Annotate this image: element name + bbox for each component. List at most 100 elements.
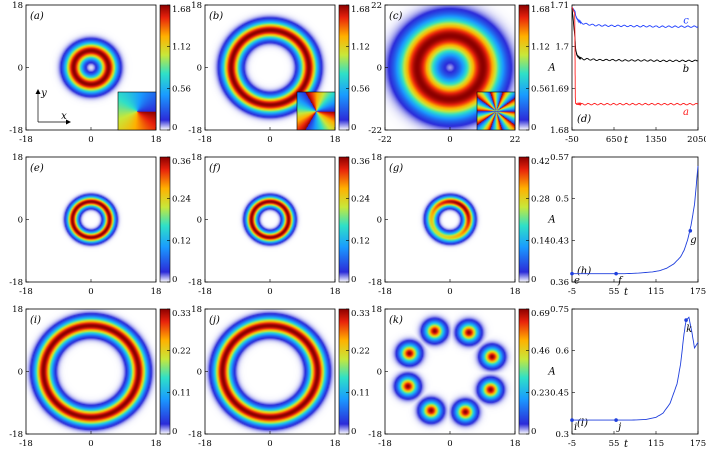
colorbar: [338, 4, 350, 131]
panel-label: (e): [30, 163, 44, 174]
point-label: i: [574, 422, 577, 433]
series-line: [571, 6, 699, 28]
plot-frame: [571, 308, 699, 435]
panel-label: (j): [209, 315, 220, 326]
y-tick-label: 0.57: [550, 153, 569, 163]
panel-label: (a): [30, 11, 44, 22]
data-point: [688, 229, 693, 233]
colorbar: [159, 4, 171, 131]
y-tick-label: -18: [188, 126, 202, 136]
point-label: g: [690, 235, 696, 246]
colorbar-tick-label: 0: [531, 123, 536, 133]
panel-label: (b): [209, 11, 223, 22]
series-label: c: [683, 16, 689, 27]
x-axis-label: t: [624, 439, 629, 450]
x-tick-label: 0: [88, 439, 93, 449]
x-tick-label: 0: [88, 135, 93, 145]
y-tick-label: -18: [368, 278, 382, 288]
x-axis-label: t: [624, 287, 629, 298]
colorbar-tick-label: 0.12: [351, 236, 370, 246]
point-label: k: [686, 324, 692, 335]
x-tick-label: -18: [198, 287, 212, 297]
y-tick-label: 18: [12, 305, 23, 315]
data-point: [684, 318, 688, 322]
colorbar-tick-label: 0.12: [172, 236, 191, 246]
x-tick-label: 18: [151, 287, 162, 297]
panel-label: (d): [577, 114, 591, 125]
density-map: [385, 309, 515, 434]
y-arrow-head: [35, 89, 41, 94]
y-tick-label: 1.7: [555, 43, 569, 53]
panel-f: -18 0 18 18 0 -18 (f) 0.36 0.24 0.12 0: [188, 153, 370, 297]
x-tick-label: 2050: [687, 135, 706, 145]
x-tick-label: -18: [378, 439, 392, 449]
colorbar-tick-label: 0: [172, 123, 177, 133]
colorbar-tick-label: 0.24: [172, 195, 191, 205]
y-tick-label: 0: [18, 216, 23, 226]
panel-label: (c): [389, 11, 403, 22]
panel-l: -5 55 115 175 0.75 0.6 0.45 0.3 t A (l)i j k: [547, 305, 706, 450]
x-tick-label: 55: [609, 287, 620, 297]
x-tick-label: 0: [267, 135, 272, 145]
x-tick-label: -22: [378, 135, 392, 145]
panel-e: -18 0 18 18 0 -18 (e) 0.36 0.24 0.12 0: [9, 153, 191, 297]
colorbar-tick-label: 0.23: [531, 388, 550, 398]
panel-b: -18 0 18 18 0 -18 (b) 1.68 1.12 0.56 0: [188, 1, 370, 145]
colorbar-tick-label: 0.56: [351, 84, 370, 94]
panel-i: -18 0 18 18 0 -18 (i) 0.33 0.22 0.11 0: [9, 305, 191, 449]
x-tick-label: 115: [648, 287, 664, 297]
y-tick-label: 18: [371, 305, 382, 315]
panel-j: -18 0 18 18 0 -18 (j) 0.33 0.22 0.11 0: [188, 305, 370, 449]
x-tick-label: -5: [568, 287, 576, 297]
colorbar-tick-label: 1.12: [351, 43, 370, 53]
x-tick-label: 55: [609, 439, 620, 449]
y-tick-label: -18: [188, 278, 202, 288]
y-tick-label: 0: [377, 368, 382, 378]
colorbar-tick-label: 0.42: [531, 157, 550, 167]
y-tick-label: 1.68: [550, 126, 569, 136]
colorbar-tick-label: 0.36: [172, 157, 191, 167]
panel-label: (h): [577, 266, 591, 277]
y-tick-label: 18: [191, 1, 202, 11]
panel-label: (l): [577, 418, 588, 429]
x-tick-label: 18: [151, 439, 162, 449]
x-tick-label: 0: [267, 439, 272, 449]
panel-label: (f): [209, 163, 221, 174]
x-tick-label: -18: [19, 287, 33, 297]
y-tick-label: 18: [371, 153, 382, 163]
colorbar-tick-label: 0.14: [531, 236, 550, 246]
colorbar: [518, 156, 530, 283]
series-line: [572, 165, 699, 275]
x-tick-label: -18: [19, 439, 33, 449]
colorbar: [338, 308, 350, 435]
y-tick-label: -18: [368, 430, 382, 440]
density-map: [26, 309, 156, 434]
y-tick-label: 18: [191, 305, 202, 315]
y-tick-label: -18: [9, 126, 23, 136]
x-tick-label: 0: [447, 135, 452, 145]
x-axis-label: t: [624, 135, 629, 146]
panel-c: -22 0 22 22 0 -22 (c) 1.68 1.12 0.56 0: [368, 1, 550, 145]
colorbar-tick-label: 0.69: [531, 309, 550, 319]
colorbar-tick-label: 0.33: [351, 309, 370, 319]
colorbar-tick-label: 0.33: [172, 309, 191, 319]
colorbar-tick-label: 0: [351, 275, 356, 285]
plot-frame: [571, 156, 699, 283]
data-point: [570, 271, 574, 276]
panel-h: -5 55 115 175 0.57 0.5 0.43 0.36 t A (h)e f g: [547, 153, 706, 298]
point-label: f: [617, 276, 624, 287]
y-arrow-label: y: [40, 88, 47, 99]
phase-inset: [297, 92, 335, 130]
y-tick-label: 0: [377, 64, 382, 74]
y-tick-label: 0: [197, 216, 202, 226]
y-tick-label: 0: [197, 64, 202, 74]
point-label: e: [574, 276, 580, 287]
y-tick-label: 0.45: [550, 388, 569, 398]
data-point: [614, 271, 618, 276]
y-tick-label: 0.3: [555, 430, 569, 440]
x-tick-label: 0: [447, 439, 452, 449]
x-tick-label: 115: [648, 439, 664, 449]
y-tick-label: -18: [9, 278, 23, 288]
phase-inset-frame: [476, 91, 516, 131]
colorbar: [518, 308, 530, 435]
